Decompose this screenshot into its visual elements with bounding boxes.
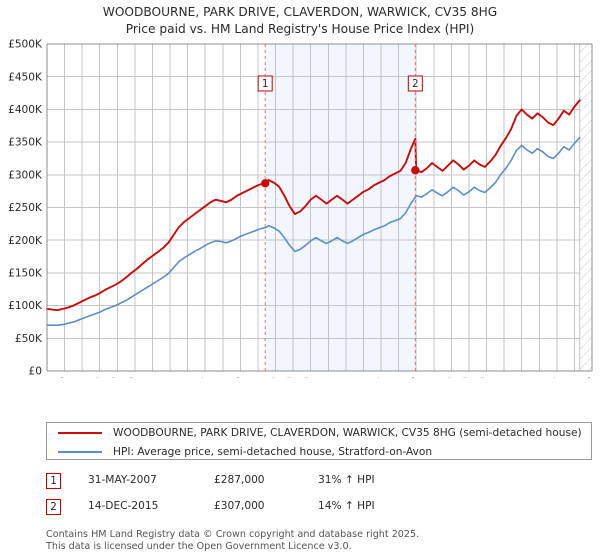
- series-line-property: [46, 99, 581, 312]
- x-axis-tick-label: 2008: [267, 377, 279, 378]
- x-axis-tick-label: 2000: [126, 377, 138, 378]
- transaction-price: £287,000: [214, 474, 265, 486]
- legend-entry-hpi: HPI: Average price, semi-detached house,…: [47, 442, 432, 461]
- y-axis-tick-label: £50K: [15, 333, 43, 345]
- x-axis-tick-label: 2011: [319, 377, 331, 378]
- transaction-date: 14-DEC-2015: [88, 500, 159, 512]
- annotation-badge-box: [257, 75, 273, 92]
- annotation-point-marker: [411, 166, 420, 175]
- annotation-badge-label: 1: [262, 78, 269, 90]
- x-axis-tick-label: 2015: [390, 377, 402, 378]
- y-axis-tick-label: £350K: [8, 137, 43, 149]
- page-title: WOODBOURNE, PARK DRIVE, CLAVERDON, WARWI…: [0, 4, 600, 38]
- x-axis-tick-label: 2009: [284, 377, 296, 378]
- annotation-badge-label: 2: [412, 78, 419, 90]
- copyright-footer: Contains HM Land Registry data © Crown c…: [46, 529, 594, 552]
- x-axis-tick-label: 1997: [73, 377, 85, 378]
- x-axis-tick-label: 1998: [91, 377, 103, 378]
- x-axis-tick-label: 2006: [231, 377, 243, 378]
- transaction-date: 31-MAY-2007: [88, 474, 157, 486]
- y-axis-tick-label: £450K: [8, 71, 43, 83]
- y-axis-tick-label: £0: [29, 366, 43, 378]
- x-axis-tick-label: 2023: [530, 377, 542, 378]
- x-axis-tick-label: 2005: [214, 377, 226, 378]
- x-axis-tick-label: 2024: [548, 377, 560, 378]
- footer-line-2: This data is licensed under the Open Gov…: [46, 540, 352, 552]
- price-history-line-chart: £0 £50K £100K £150K £200K £250K £300K £350K £400…: [8, 39, 595, 378]
- y-axis-tick-label: £150K: [8, 268, 43, 280]
- x-axis-tick-label: 2002: [161, 377, 173, 378]
- transaction-index-badge: 2: [46, 499, 61, 515]
- x-axis-tick-label: 2001: [143, 377, 155, 378]
- y-axis-tick-label: £500K: [8, 39, 43, 51]
- transaction-price: £307,000: [214, 500, 265, 512]
- title-line-1: WOODBOURNE, PARK DRIVE, CLAVERDON, WARWI…: [102, 5, 498, 19]
- title-line-2: Price paid vs. HM Land Registry's House …: [125, 22, 475, 36]
- annotation-point-marker: [260, 179, 270, 188]
- y-axis-tick-label: £400K: [8, 104, 43, 116]
- x-axis-tick-label: 2012: [337, 377, 349, 378]
- transaction-hpi-delta: 31% ↑ HPI: [318, 474, 375, 486]
- transaction-row: 2 14-DEC-2015 £307,000 14% ↑ HPI: [46, 498, 592, 520]
- y-axis-tick-label: £100K: [8, 300, 43, 312]
- x-axis-tick-label: 1999: [108, 377, 120, 378]
- x-axis-tick-label: 2003: [179, 377, 191, 378]
- x-axis-tick-label: 2026: [583, 377, 595, 378]
- x-axis-tick-label: 2010: [302, 377, 314, 378]
- x-axis-tick-label: 2022: [513, 377, 525, 378]
- transaction-index-badge: 1: [46, 473, 61, 489]
- legend-label-property: WOODBOURNE, PARK DRIVE, CLAVERDON, WARWI…: [113, 426, 582, 439]
- legend-entry-property: WOODBOURNE, PARK DRIVE, CLAVERDON, WARWI…: [47, 423, 582, 442]
- future-projection-hatch: [579, 43, 593, 372]
- x-axis-tick-label: 2025: [565, 377, 577, 378]
- x-axis-tick-label: 2021: [495, 377, 507, 378]
- legend-label-hpi: HPI: Average price, semi-detached house,…: [113, 445, 433, 458]
- legend-swatch-hpi: [58, 450, 102, 453]
- footer-line-1: Contains HM Land Registry data © Crown c…: [46, 529, 420, 540]
- annotation-badge-box: [407, 75, 423, 92]
- y-axis-tick-label: £250K: [8, 202, 43, 214]
- x-axis-tick-label: 2017: [425, 377, 437, 378]
- series-line-hpi: [46, 136, 581, 327]
- x-axis-tick-label: 2013: [354, 377, 366, 378]
- x-axis-tick-label: 1996: [56, 377, 68, 378]
- x-axis-tick-label: 2007: [249, 377, 261, 378]
- transaction-row: 1 31-MAY-2007 £287,000 31% ↑ HPI: [46, 472, 592, 494]
- chart-area: £0 £50K £100K £150K £200K £250K £300K £350K £400…: [0, 38, 600, 378]
- y-axis-tick-label: £200K: [8, 235, 43, 247]
- x-axis-tick-label: 2020: [478, 377, 490, 378]
- y-axis-tick-label: £300K: [8, 169, 43, 181]
- legend-swatch-property: [58, 431, 102, 434]
- x-axis-tick-label: 1995: [38, 377, 50, 378]
- chart-legend: WOODBOURNE, PARK DRIVE, CLAVERDON, WARWI…: [46, 422, 592, 460]
- transaction-hpi-delta: 14% ↑ HPI: [318, 500, 375, 512]
- x-axis-tick-label: 2014: [372, 377, 384, 378]
- x-axis-tick-label: 2018: [442, 377, 454, 378]
- x-axis-tick-label: 2004: [196, 377, 208, 378]
- x-axis-tick-label: 2016: [407, 377, 419, 378]
- x-axis-tick-label: 2019: [460, 377, 472, 378]
